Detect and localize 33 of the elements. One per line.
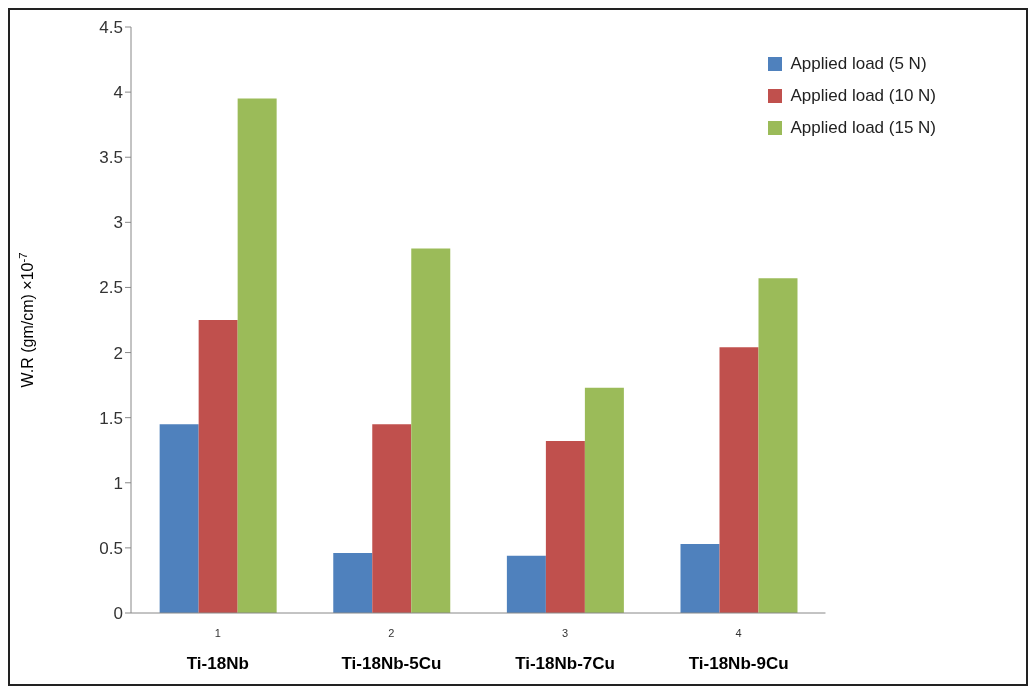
bar <box>411 248 451 613</box>
legend-label: Applied load (10 N) <box>790 85 936 107</box>
y-tick-label: 0 <box>113 604 123 624</box>
x-tick-label: Ti-18Nb-7Cu <box>515 654 615 673</box>
x-tick-label: Ti-18Nb-5Cu <box>341 654 442 673</box>
bar <box>372 424 412 613</box>
bar <box>545 441 585 613</box>
y-tick-label: 4.5 <box>99 18 123 38</box>
text: 4 <box>735 627 742 639</box>
y-tick-label: 0.5 <box>99 538 123 558</box>
legend-label: Applied load (5 N) <box>790 53 927 75</box>
y-tick-label: 2 <box>113 343 123 363</box>
text: 3 <box>561 627 569 639</box>
x-tick-label: Ti-18Nb-9Cu <box>688 654 789 673</box>
y-tick-label: 2.5 <box>99 278 123 298</box>
bar <box>719 347 759 613</box>
bar <box>680 543 720 613</box>
bar <box>758 278 798 613</box>
y-tick-label: 4 <box>113 83 123 103</box>
bar <box>237 98 277 613</box>
x-tick-label: Ti-18Nb <box>186 654 249 673</box>
bar <box>584 387 624 613</box>
bar <box>159 424 199 613</box>
bar <box>198 320 238 613</box>
bar <box>333 553 373 613</box>
text: 1 <box>214 627 221 639</box>
y-tick-label: 1 <box>113 473 123 493</box>
text: 2 <box>388 627 395 639</box>
y-tick-label: 3.5 <box>99 148 123 168</box>
bar <box>506 555 546 613</box>
legend-label: Applied load (15 N) <box>790 117 936 139</box>
y-tick-label: 1.5 <box>99 408 123 428</box>
y-tick-label: 3 <box>113 213 123 233</box>
